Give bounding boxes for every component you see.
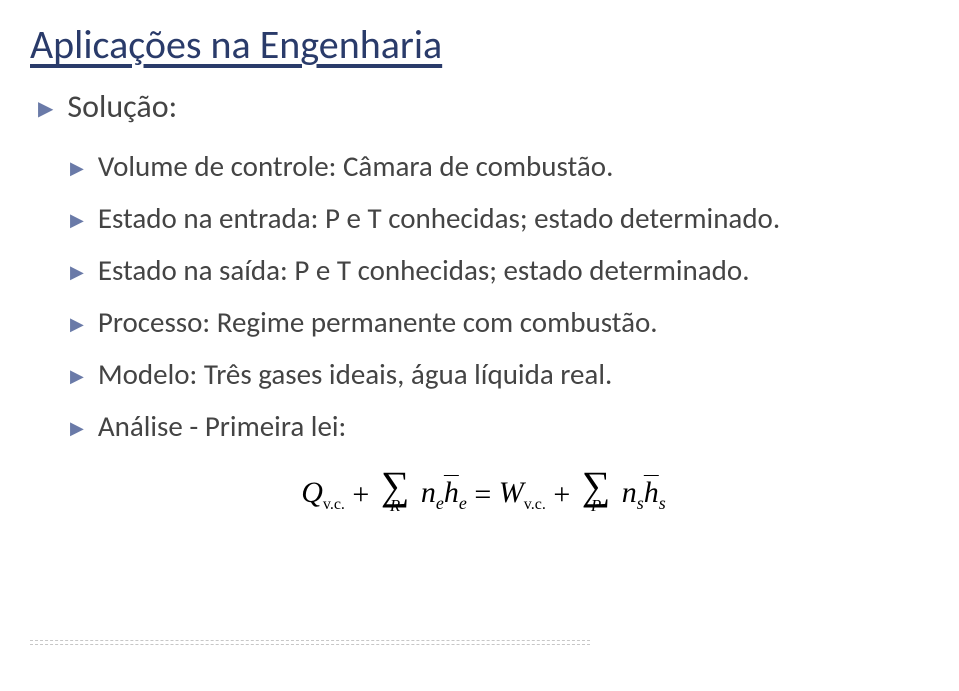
sub-bullet-text: Estado na saída: P e T conhecidas; estad…	[98, 252, 750, 288]
formula-W: W	[499, 476, 524, 509]
bullet-marker-icon: ▶	[70, 157, 84, 179]
sub-bullet: ▶ Análise - Primeira lei:	[70, 408, 929, 444]
sub-bullet-text: Estado na entrada: P e T conhecidas; est…	[98, 200, 780, 236]
slide: Aplicações na Engenharia ▶ Solução: ▶ Vo…	[0, 0, 959, 691]
formula-hs-sub: s	[659, 493, 666, 513]
bullet-marker-icon: ▶	[70, 365, 84, 387]
sub-bullet: ▶ Processo: Regime permanente com combus…	[70, 304, 929, 340]
sub-bullet: ▶ Volume de controle: Câmara de combustã…	[70, 148, 929, 184]
formula: Qv.c. + ∑ R nehe = Wv.c. + ∑ P	[301, 474, 666, 516]
bullet-marker-icon: ▶	[70, 313, 84, 335]
formula-n-s: n	[622, 476, 637, 509]
formula-Q-sub: v.c.	[323, 496, 345, 513]
sub-bullet-text: Processo: Regime permanente com combustã…	[98, 304, 658, 340]
sum-right: ∑ P	[582, 474, 611, 516]
bullet-main: ▶ Solução:	[38, 87, 929, 126]
formula-plus2: +	[553, 478, 570, 512]
footer-divider	[30, 640, 590, 645]
formula-ns-sub: s	[637, 493, 644, 513]
sub-bullet: ▶ Modelo: Três gases ideais, água líquid…	[70, 356, 929, 392]
sub-bullet-text: Volume de controle: Câmara de combustão.	[98, 148, 614, 184]
page-title: Aplicações na Engenharia	[30, 20, 929, 69]
bullet-marker-icon: ▶	[38, 96, 53, 121]
sub-bullet-text: Modelo: Três gases ideais, água líquida …	[98, 356, 612, 392]
bullet-marker-icon: ▶	[70, 209, 84, 231]
bullet-marker-icon: ▶	[70, 261, 84, 283]
formula-he-sub: e	[459, 493, 467, 513]
sub-bullet-text: Análise - Primeira lei:	[98, 408, 346, 444]
sum-symbol-icon: ∑	[381, 474, 410, 498]
bullet-marker-icon: ▶	[70, 417, 84, 439]
sub-bullet: ▶ Estado na saída: P e T conhecidas; est…	[70, 252, 929, 288]
formula-plus: +	[352, 478, 369, 512]
formula-ne-sub: e	[436, 493, 444, 513]
sum-symbol-icon: ∑	[582, 474, 611, 498]
formula-n-e: n	[421, 476, 436, 509]
formula-hbar-s: h	[644, 476, 659, 509]
formula-wrap: Qv.c. + ∑ R nehe = Wv.c. + ∑ P	[38, 474, 929, 516]
bullet-text: Solução:	[67, 87, 177, 126]
formula-hbar-e: h	[444, 476, 459, 509]
formula-eq: =	[474, 478, 491, 512]
formula-Q: Q	[301, 476, 323, 509]
sub-bullet: ▶ Estado na entrada: P e T conhecidas; e…	[70, 200, 929, 236]
formula-W-sub: v.c.	[524, 496, 546, 513]
sum-left: ∑ R	[381, 474, 410, 516]
content-area: ▶ Solução: ▶ Volume de controle: Câmara …	[30, 87, 929, 516]
